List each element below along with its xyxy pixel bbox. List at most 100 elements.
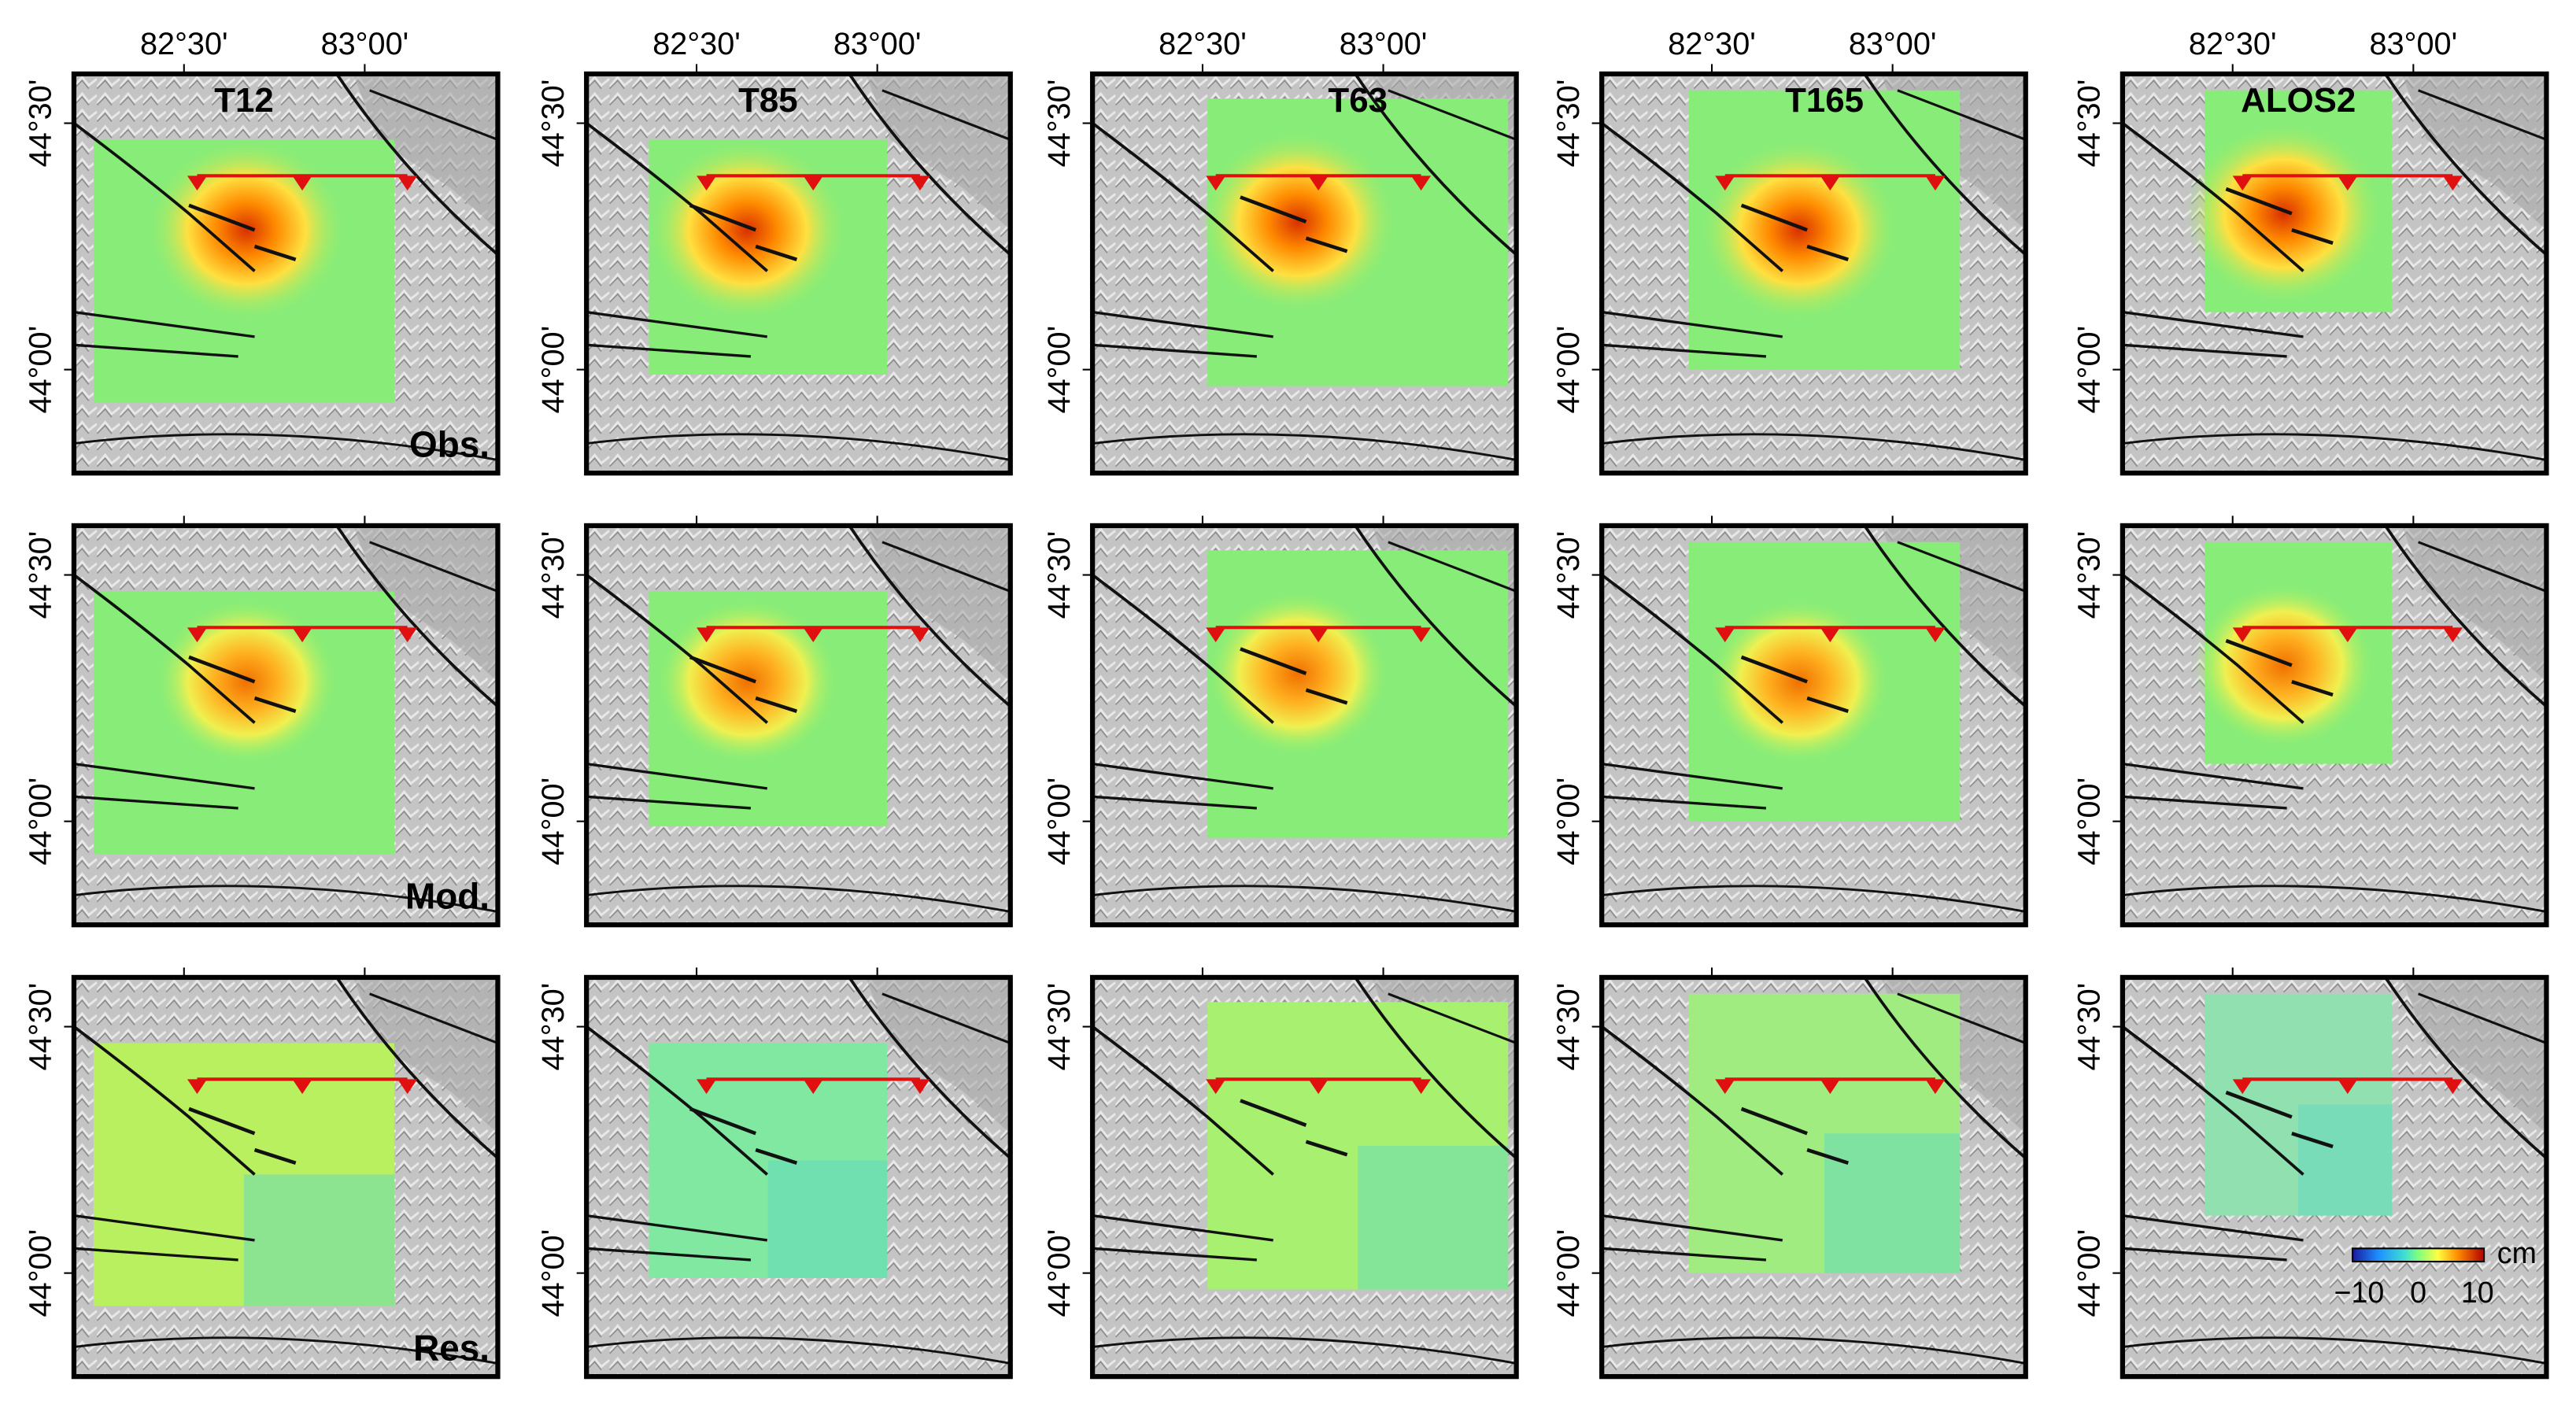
panel: 44°30' 44°00' Res. <box>24 967 501 1380</box>
lon-label: 83°00' <box>833 27 922 61</box>
fault <box>335 72 499 256</box>
fault <box>1602 885 2026 913</box>
deformation-lobe <box>2193 582 2375 748</box>
profile-marker <box>1925 1079 1946 1095</box>
fault <box>1240 1099 1307 1127</box>
panel-frame <box>1089 523 1519 928</box>
fault <box>1602 1247 1767 1262</box>
profile-marker <box>2232 627 2253 643</box>
fault <box>2121 1025 2304 1176</box>
lon-label: 83°00' <box>2370 27 2458 61</box>
lon-label: 83°00' <box>321 27 409 61</box>
profile-marker <box>2232 1079 2253 1095</box>
fault <box>1602 433 2026 461</box>
profile-marker <box>2338 1079 2358 1095</box>
lat-label: 44°30' <box>1551 983 1586 1071</box>
fault <box>2291 228 2334 246</box>
fault <box>369 89 499 141</box>
panel-frame <box>1089 974 1519 1380</box>
lon-label: 82°30' <box>1159 27 1247 61</box>
fault <box>586 885 1011 913</box>
panel: 44°30' 44°00' <box>1551 967 2028 1380</box>
fault <box>1602 795 1767 810</box>
panel-frame <box>1599 71 2028 476</box>
fault <box>586 310 768 338</box>
fault <box>2122 762 2304 790</box>
profile-marker <box>1715 1079 1735 1095</box>
lat-label: 44°00' <box>1551 1229 1586 1317</box>
fault <box>689 203 756 232</box>
fault <box>1897 89 2027 141</box>
residual-patch <box>767 1160 888 1278</box>
panel: 44°30' 44°00' <box>536 967 1013 1380</box>
lat-label: 44°30' <box>536 79 571 168</box>
fault <box>1354 72 1517 256</box>
lon-label: 82°30' <box>2189 27 2277 61</box>
profile-marker <box>1715 627 1735 643</box>
fault <box>2122 795 2287 810</box>
basin <box>586 977 1011 1134</box>
fault <box>1601 122 1784 272</box>
profile-marker <box>1411 175 1432 191</box>
fault <box>2121 574 2304 724</box>
residual-patch <box>243 1174 394 1306</box>
panel-frame <box>584 974 1013 1380</box>
lat-label: 44°30' <box>1042 531 1077 619</box>
panel-frame <box>2120 523 2549 928</box>
fault <box>1863 524 2027 708</box>
fault <box>2291 680 2334 697</box>
profile-marker <box>2442 1079 2463 1095</box>
deformation-lobe <box>1700 139 1898 321</box>
panel-frame <box>584 71 1013 476</box>
panel: 44°30' 44°00' Mod. <box>24 515 501 928</box>
profile-marker <box>1308 627 1329 643</box>
fault <box>369 541 499 593</box>
panel-frame <box>71 974 501 1380</box>
fault <box>1240 647 1307 675</box>
profile-marker <box>1308 175 1329 191</box>
panel: 44°30' 44°00' <box>2072 515 2549 928</box>
fault <box>73 1247 238 1262</box>
panel: 44°30' 44°00' <box>1042 515 1519 928</box>
fault <box>881 541 1011 593</box>
fault <box>1092 885 1517 913</box>
lon-label: 82°30' <box>652 27 741 61</box>
panel: 44°30' 44°00' T85 <box>536 64 1013 476</box>
fault <box>1602 343 1767 358</box>
fault <box>1092 1247 1257 1262</box>
fault <box>335 976 499 1159</box>
fault <box>1305 236 1348 253</box>
profile-marker <box>292 627 312 643</box>
fault <box>755 696 798 713</box>
column-title: T63 <box>1328 81 1388 120</box>
profile-marker <box>1715 175 1735 191</box>
fault <box>188 203 256 232</box>
profile-marker <box>1925 175 1946 191</box>
fault <box>253 1147 297 1165</box>
fault <box>586 433 1011 461</box>
fault <box>188 655 256 684</box>
deformation-lobe <box>1199 131 1397 312</box>
fault <box>72 1025 256 1176</box>
fault <box>2225 1090 2293 1119</box>
lon-label: 83°00' <box>1849 27 1937 61</box>
profile-marker <box>910 175 930 191</box>
fault <box>73 343 238 358</box>
profile-marker <box>1820 627 1840 643</box>
fault <box>72 574 256 724</box>
fault <box>1240 195 1307 224</box>
fault <box>1091 1025 1274 1176</box>
profile-marker <box>910 1079 930 1095</box>
panel: 44°30' 44°00' <box>1042 967 1519 1380</box>
fault <box>2418 541 2547 593</box>
panel: 44°30' 44°00' <box>536 515 1013 928</box>
fault <box>1601 574 1784 724</box>
fault <box>1092 343 1257 358</box>
profile-marker <box>2442 627 2463 643</box>
profile-marker <box>187 1079 208 1095</box>
fault <box>1897 992 2027 1044</box>
panel: 44°30' 44°00' T165 <box>1551 64 2028 476</box>
fault <box>2225 187 2293 216</box>
fault <box>73 762 255 790</box>
